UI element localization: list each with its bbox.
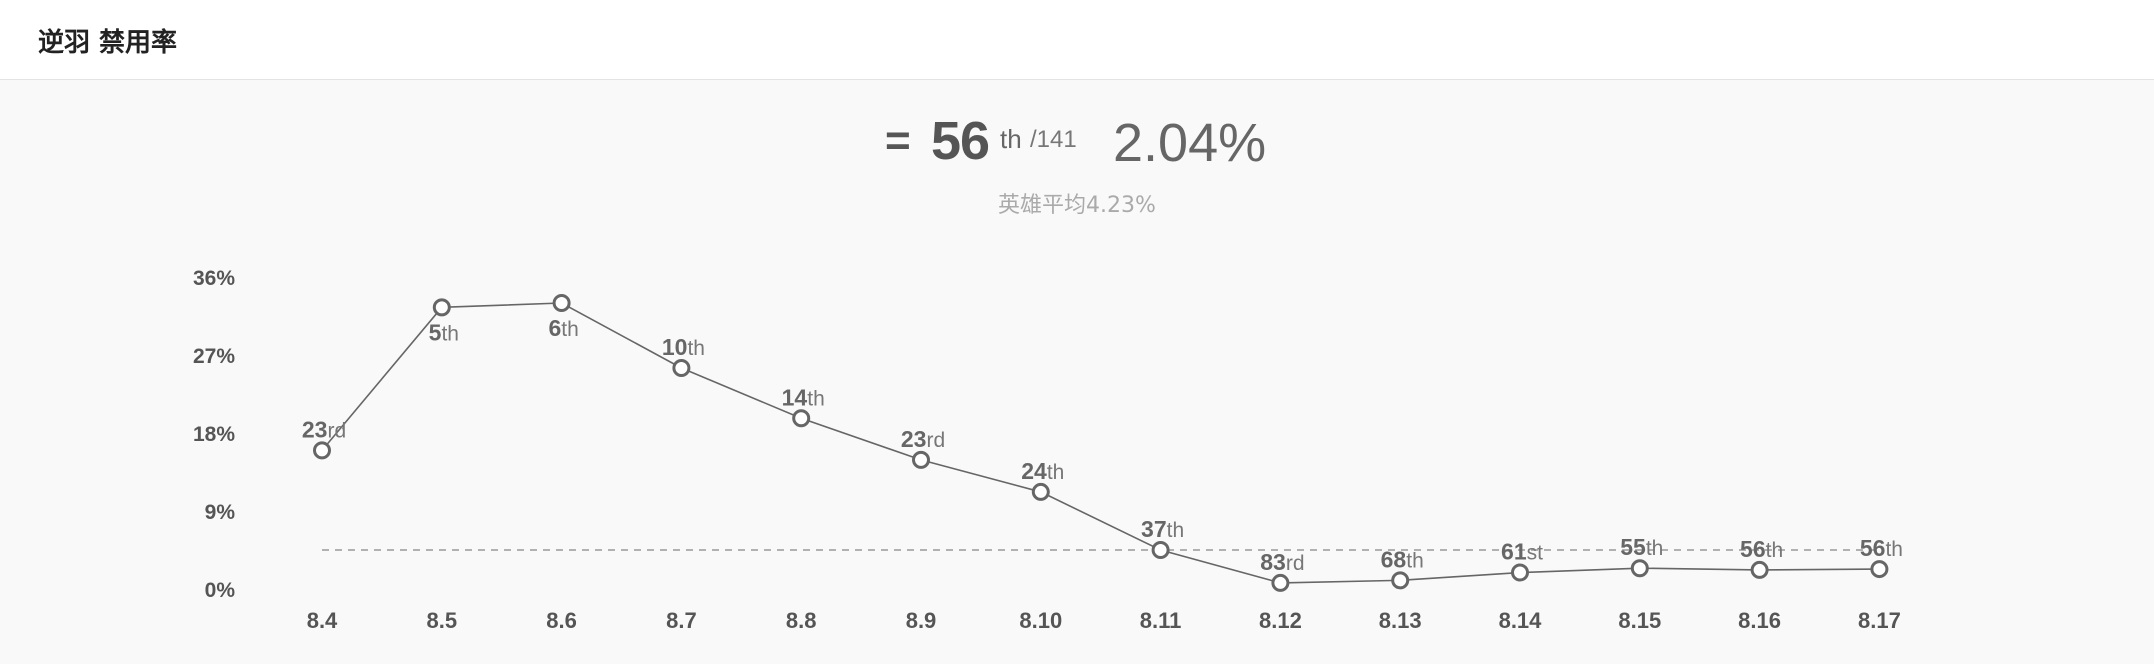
rank-label: 83rd <box>1260 549 1304 575</box>
x-tick-label: 8.5 <box>427 608 458 633</box>
y-tick-label: 36% <box>193 267 235 290</box>
rank-label: 37th <box>1141 516 1184 542</box>
rank-label: 14th <box>782 384 825 410</box>
y-tick-label: 0% <box>205 579 236 602</box>
x-tick-label: 8.16 <box>1738 608 1781 633</box>
data-point <box>1151 541 1170 559</box>
rank-label: 61st <box>1501 539 1543 565</box>
series-line <box>321 302 1880 584</box>
trend-equal-sign: = <box>885 116 911 165</box>
y-tick-label: 9% <box>205 501 236 524</box>
rank-label: 55th <box>1620 534 1663 560</box>
ban-rate-value: 2.04% <box>1113 113 1267 173</box>
rank-label: 68th <box>1381 546 1424 572</box>
hero-average-label: 英雄平均4.23% <box>998 193 1156 218</box>
x-tick-label: 8.8 <box>786 608 817 633</box>
data-point <box>1271 573 1290 592</box>
rank-label: 5th <box>429 319 459 345</box>
data-point <box>1031 482 1050 501</box>
data-point <box>1511 563 1529 582</box>
x-tick-label: 8.10 <box>1019 608 1062 633</box>
y-tick-label: 27% <box>193 345 235 368</box>
data-point <box>313 441 331 460</box>
rank-label: 56th <box>1740 536 1783 562</box>
data-point <box>552 294 571 312</box>
data-point <box>1630 559 1649 578</box>
data-point <box>792 409 811 428</box>
x-tick-label: 8.7 <box>666 608 697 633</box>
x-tick-label: 8.15 <box>1618 608 1661 633</box>
data-point <box>1870 560 1889 579</box>
data-point <box>432 298 451 317</box>
rank-suffix: th <box>1000 124 1022 154</box>
x-tick-label: 8.17 <box>1858 608 1901 633</box>
x-tick-label: 8.4 <box>307 608 338 633</box>
x-tick-label: 8.6 <box>546 608 577 633</box>
rank-label: 23rd <box>302 416 346 442</box>
rank-label: 56th <box>1860 535 1903 561</box>
data-point <box>912 450 930 469</box>
rank-label: 23rd <box>901 426 945 452</box>
x-tick-label: 8.12 <box>1259 608 1302 633</box>
rank-label: 24th <box>1021 458 1064 484</box>
rank-number: 56 <box>931 111 990 171</box>
x-tick-label: 8.9 <box>906 608 937 633</box>
ban-rate-summary: = 56 th /141 2.04% <box>0 110 2154 180</box>
y-tick-label: 18% <box>193 423 235 446</box>
rank-total: /141 <box>1030 126 1077 153</box>
data-point <box>672 359 691 377</box>
data-point <box>1750 560 1769 579</box>
x-tick-label: 8.13 <box>1379 608 1422 633</box>
x-tick-label: 8.14 <box>1499 608 1543 633</box>
x-tick-label: 8.11 <box>1140 608 1182 633</box>
data-point <box>1391 571 1410 590</box>
page-title: 逆羽 禁用率 <box>38 28 178 58</box>
rank-label: 10th <box>662 334 705 360</box>
header-bar: 逆羽 禁用率 <box>0 0 2154 80</box>
rank-label: 6th <box>548 315 578 341</box>
